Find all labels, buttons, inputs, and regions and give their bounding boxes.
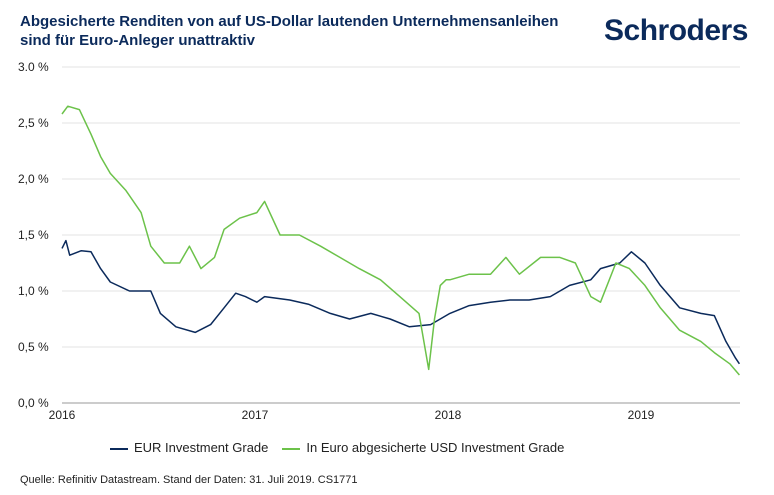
y-tick-label: 0,0 %: [18, 396, 49, 410]
legend-swatch: [282, 447, 301, 450]
x-tick-label: 2016: [49, 408, 76, 422]
series-line-eur-ig: [61, 239, 741, 365]
y-tick-label: 3.0 %: [18, 60, 49, 74]
legend-item-eur: EUR Investment Grade: [110, 440, 268, 455]
series-line-usd-ig-hedged: [61, 105, 740, 376]
chart-title: Abgesicherte Renditen von auf US-Dollar …: [20, 13, 559, 49]
y-tick-label: 0,5 %: [18, 340, 49, 354]
y-tick-label: 2,5 %: [18, 116, 49, 130]
legend-label: In Euro abgesicherte USD Investment Grad…: [306, 440, 565, 455]
x-tick-label: 2019: [628, 408, 655, 422]
x-tick-label: 2017: [242, 408, 269, 422]
y-tick-label: 1,5 %: [18, 228, 49, 242]
legend-label: EUR Investment Grade: [134, 440, 269, 455]
source-note: Quelle: Refinitiv Datastream. Stand der …: [20, 474, 358, 486]
x-tick-label: 2018: [435, 408, 462, 422]
y-tick-label: 2,0 %: [18, 172, 49, 186]
schroders-logo: Schroders: [604, 14, 748, 47]
legend-swatch: [110, 447, 128, 450]
legend: EUR Investment Grade In Euro abgesichert…: [110, 440, 564, 455]
y-tick-label: 1,0 %: [18, 284, 49, 298]
legend-item-usd-hedged: In Euro abgesicherte USD Investment Grad…: [282, 440, 564, 455]
